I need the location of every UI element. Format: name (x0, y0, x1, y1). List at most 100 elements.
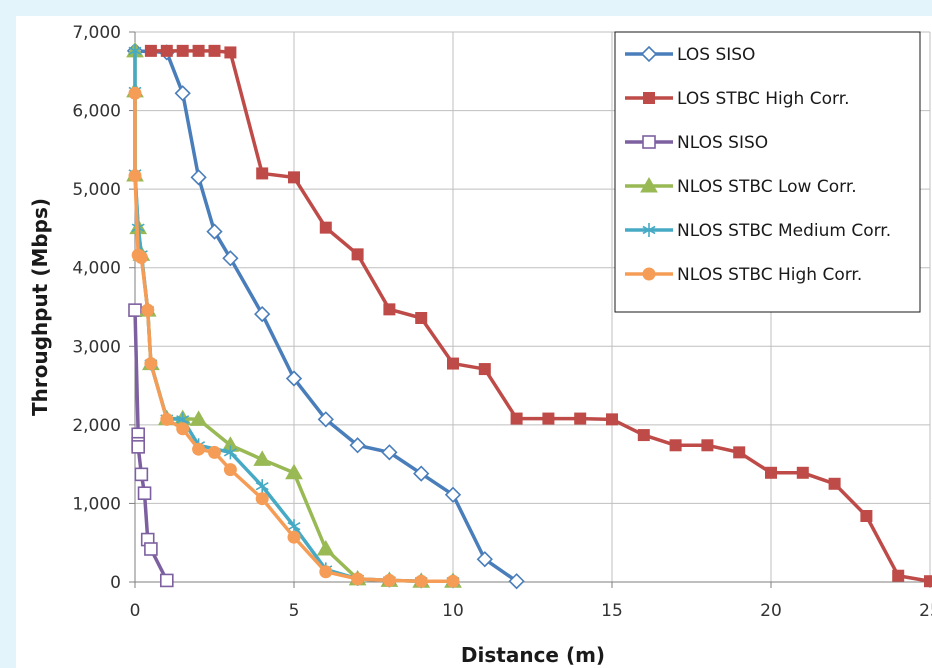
data-point-los-stbc-high-corr (765, 466, 777, 479)
y-tick-labels: 0 1,000 2,000 3,000 4,000 5,000 6,000 7,000 (72, 23, 121, 593)
x-axis-title: Distance (m) (461, 643, 605, 667)
data-point-nlos-stbc-high-corr (414, 574, 428, 588)
legend-item: LOS SISO (625, 45, 755, 65)
data-point-nlos-stbc-high-corr (382, 573, 396, 587)
data-point-los-siso (349, 437, 366, 454)
data-point-nlos-stbc-high-corr (134, 251, 148, 264)
data-point-nlos-stbc-high-corr (255, 492, 269, 506)
data-point-los-siso (174, 85, 191, 102)
data-point-nlos-siso (144, 542, 158, 556)
data-point-nlos-stbc-high-corr (208, 445, 221, 459)
data-point-nlos-stbc-low-corr (316, 539, 335, 556)
data-point-los-stbc-high-corr (160, 44, 173, 57)
data-point-los-stbc-high-corr (733, 446, 746, 459)
legend-label: NLOS SISO (677, 133, 768, 153)
data-point-nlos-siso (128, 303, 142, 317)
data-point-nlos-stbc-low-corr (189, 410, 208, 426)
data-point-nlos-stbc-high-corr (144, 357, 158, 371)
data-point-los-stbc-high-corr (892, 569, 905, 582)
data-point-los-siso (222, 250, 239, 267)
data-point-los-siso (206, 223, 223, 240)
data-point-los-stbc-high-corr (669, 439, 682, 452)
data-point-los-siso (254, 305, 271, 323)
legend-label: LOS STBC High Corr. (677, 89, 850, 109)
y-tick-label: 6,000 (72, 102, 121, 122)
data-point-los-stbc-high-corr (828, 477, 841, 490)
data-point-nlos-stbc-high-corr (192, 442, 206, 456)
data-point-los-stbc-high-corr (288, 171, 300, 184)
data-point-los-siso (444, 486, 462, 503)
data-point-los-siso (508, 573, 525, 590)
data-point-los-stbc-high-corr (192, 44, 205, 57)
data-point-nlos-siso (134, 467, 149, 482)
data-point-nlos-stbc-high-corr (351, 572, 365, 586)
data-point-nlos-stbc-high-corr (287, 530, 301, 544)
legend-item: NLOS STBC Medium Corr. (625, 221, 891, 241)
data-point-los-stbc-high-corr (510, 412, 523, 425)
data-point-los-stbc-high-corr (542, 412, 555, 425)
data-point-los-stbc-high-corr (256, 167, 269, 180)
series-los-stbc-high-corr (144, 44, 932, 588)
x-tick-label: 5 (289, 601, 300, 621)
data-point-nlos-stbc-high-corr (141, 303, 155, 317)
data-point-nlos-stbc-high-corr (128, 169, 142, 183)
data-point-los-stbc-high-corr (574, 412, 587, 425)
data-point-los-stbc-high-corr (860, 510, 873, 522)
data-point-los-stbc-high-corr (924, 575, 932, 588)
data-point-nlos-stbc-high-corr (176, 422, 190, 436)
legend-label: LOS SISO (677, 45, 755, 65)
data-point-los-siso (381, 444, 398, 461)
data-point-los-stbc-high-corr (701, 439, 714, 452)
data-point-los-stbc-high-corr (637, 429, 650, 442)
data-point-los-stbc-high-corr (415, 312, 428, 324)
legend-marker (640, 176, 658, 193)
data-point-los-stbc-high-corr (351, 248, 364, 261)
data-point-nlos-stbc-high-corr (446, 574, 460, 588)
marker-stroke (255, 481, 269, 491)
data-point-los-stbc-high-corr (224, 46, 237, 59)
y-tick-label: 7,000 (72, 23, 121, 43)
data-point-los-stbc-high-corr (606, 413, 618, 426)
data-point-los-stbc-high-corr (319, 221, 332, 234)
data-point-nlos-stbc-medium-corr (255, 479, 269, 494)
data-point-los-stbc-high-corr (144, 44, 157, 57)
data-point-los-siso (190, 169, 207, 186)
data-point-nlos-stbc-high-corr (128, 86, 142, 100)
legend-item: NLOS SISO (625, 133, 768, 153)
legend-item: NLOS STBC High Corr. (625, 265, 862, 285)
marker-stroke (642, 225, 656, 235)
x-tick-label: 20 (760, 601, 782, 621)
marker-stroke (176, 415, 190, 424)
legend-marker (640, 45, 658, 63)
data-point-nlos-stbc-low-corr (253, 450, 272, 466)
marker-stroke (223, 448, 237, 457)
x-tick-label: 15 (601, 601, 623, 621)
legend-box (614, 31, 921, 313)
y-tick-label: 0 (110, 573, 121, 593)
x-tick-label: 0 (130, 601, 141, 621)
legend: LOS SISO LOS STBC High Corr. NLOS SISO NLOS… (614, 31, 921, 313)
data-point-los-siso (476, 551, 493, 568)
y-tick-label: 2,000 (72, 416, 121, 436)
legend-marker (643, 92, 655, 104)
series-los-siso (126, 42, 525, 590)
series-nlos-siso (128, 303, 174, 588)
legend-item: NLOS STBC Low Corr. (625, 176, 857, 197)
series-line-los-siso (134, 49, 518, 583)
marker-stroke (287, 522, 301, 531)
series-line-los-stbc-high-corr (150, 49, 931, 583)
data-point-los-stbc-high-corr (447, 357, 459, 370)
data-point-nlos-siso (131, 440, 145, 454)
data-point-nlos-stbc-high-corr (319, 565, 333, 579)
chart-container: 0 1,000 2,000 3,000 4,000 5,000 6,000 7,000 0 5 1… (16, 16, 932, 668)
data-point-los-stbc-high-corr (383, 303, 396, 316)
legend-label: NLOS STBC Low Corr. (677, 177, 857, 197)
series-nlos-stbc-high-corr (128, 86, 460, 588)
data-point-los-stbc-high-corr (176, 44, 189, 57)
data-point-los-siso (285, 370, 303, 387)
x-tick-labels: 0 5 10 15 20 25 (130, 601, 932, 621)
y-tick-label: 3,000 (72, 337, 121, 357)
throughput-chart: 0 1,000 2,000 3,000 4,000 5,000 6,000 7,000 0 5 1… (28, 23, 932, 667)
data-point-los-siso (413, 465, 430, 482)
x-tick-label: 25 (919, 601, 932, 621)
